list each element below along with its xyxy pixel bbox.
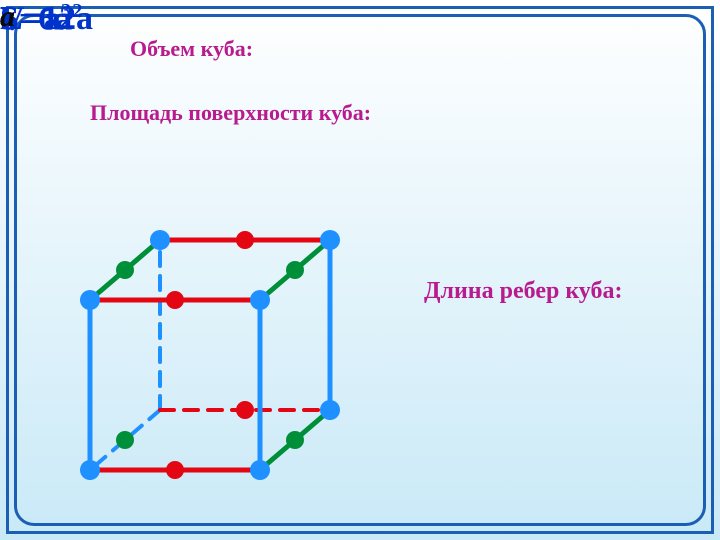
vertex <box>320 230 340 250</box>
mid-green <box>116 431 134 449</box>
vertex <box>80 460 100 480</box>
surface-label-text: Площадь поверхности куба: <box>90 100 371 125</box>
mid-red <box>166 291 184 309</box>
slide-page: Объем куба: V=a3 Площадь поверхности куб… <box>0 0 720 540</box>
mid-green <box>286 431 304 449</box>
surface-label: Площадь поверхности куба: <box>90 100 371 126</box>
vertex <box>250 460 270 480</box>
volume-label-text: Объем куба: <box>130 36 253 61</box>
cube-diagram <box>50 190 370 510</box>
mid-red <box>166 461 184 479</box>
cube-edges <box>80 230 340 480</box>
volume-label: Объем куба: <box>130 36 253 62</box>
axis-label-a3: a <box>0 0 15 33</box>
mid-red <box>236 401 254 419</box>
vertex <box>320 400 340 420</box>
mid-green <box>116 261 134 279</box>
edges-label-text: Длина ребер куба: <box>424 278 622 304</box>
mid-green <box>286 261 304 279</box>
vertex <box>80 290 100 310</box>
mid-red <box>236 231 254 249</box>
vertex <box>150 230 170 250</box>
axis-label-bottom: a <box>0 0 15 34</box>
vertex <box>250 290 270 310</box>
edges-label: Длина ребер куба: <box>424 278 622 305</box>
